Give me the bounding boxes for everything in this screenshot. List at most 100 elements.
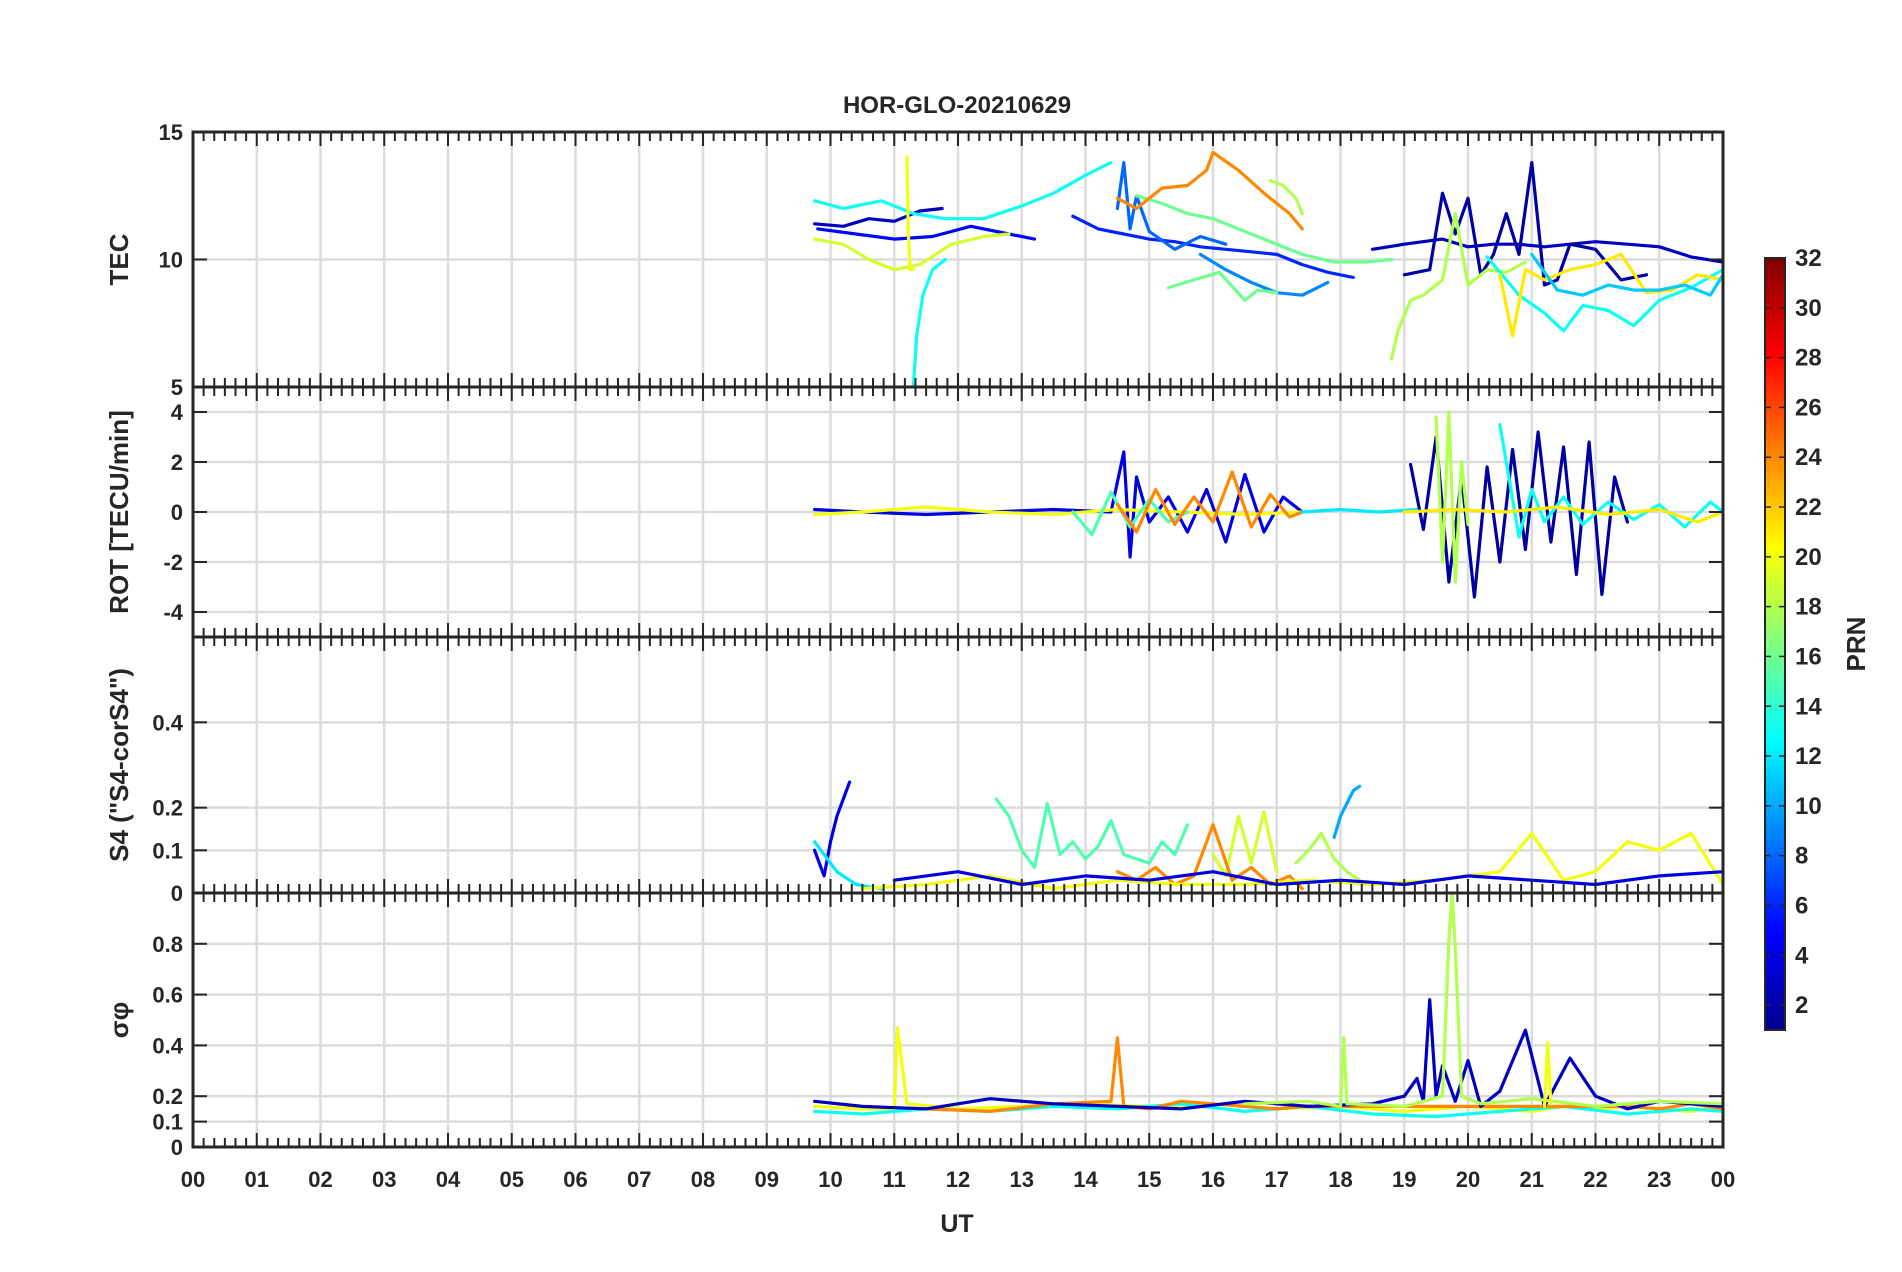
colorbar-tick-label: 22 — [1795, 494, 1822, 521]
tec-series-prn-19 — [812, 232, 1011, 272]
tec-series-prn-2 — [1402, 161, 1649, 287]
rot-y-tick-label: 4 — [171, 400, 184, 425]
x-tick-label: 22 — [1583, 1167, 1607, 1192]
tec-series-prn-16 — [1166, 270, 1279, 302]
x-tick-label: 16 — [1201, 1167, 1225, 1192]
colorbar-tick-label: 8 — [1795, 843, 1808, 870]
sigma_phi-y-tick-label: 0.4 — [152, 1033, 183, 1058]
sigma_phi-series-group — [812, 893, 1723, 1119]
colorbar-tick-label: 14 — [1795, 693, 1822, 720]
s4-series-prn-12 — [812, 840, 884, 891]
x-tick-label: 09 — [755, 1167, 779, 1192]
x-tick-label: 14 — [1073, 1167, 1098, 1192]
x-axis-label: UT — [940, 1210, 973, 1238]
sigma_phi-y-tick-label: 0.8 — [152, 932, 183, 957]
rot-series-prn-18 — [1434, 410, 1470, 584]
colorbar-gradient — [1765, 258, 1785, 1030]
x-tick-label: 07 — [627, 1167, 651, 1192]
tec-y-axis-label: TEC — [104, 233, 134, 285]
s4-series-prn-10 — [1332, 784, 1362, 840]
sigma_phi-series-prn-24 — [924, 1036, 1723, 1114]
x-tick-label: 08 — [691, 1167, 715, 1192]
x-tick-label: 21 — [1520, 1167, 1544, 1192]
tec-series-prn-13 — [911, 257, 947, 387]
rot-series-prn-21 — [1402, 505, 1723, 524]
sigma_phi-series-prn-20 — [1542, 1041, 1553, 1109]
rot-series-prn-20 — [812, 505, 1304, 517]
panel-rot: -4 -2 0 2 4 ROT [TECU/min] — [104, 385, 1725, 639]
colorbar-tick-label: 4 — [1795, 942, 1809, 969]
x-tick-label: 02 — [308, 1167, 332, 1192]
x-tick-label: 10 — [818, 1167, 842, 1192]
colorbar-tick-label: 2 — [1795, 992, 1808, 1019]
panel-s4: 0 0.1 0.2 0.4 S4 ("S4-corS4") — [104, 635, 1725, 906]
rot-y-tick-label: -4 — [163, 600, 183, 625]
s4-series-prn-18 — [1294, 831, 1362, 882]
tec-series-prn-18 — [1389, 212, 1528, 361]
tec-series-prn-13 — [812, 161, 1113, 221]
sigma_phi-y-tick-label: 0.1 — [152, 1110, 183, 1135]
tec-series-prn-13 — [1485, 255, 1723, 333]
tec-series-prn-24 — [1115, 150, 1304, 231]
tec-series-prn-20 — [905, 155, 916, 272]
rot-series-prn-12 — [1300, 507, 1419, 514]
chart-title: HOR-GLO-20210629 — [843, 92, 1071, 119]
panel-sigma_phi: 00.10.2 0.4 0.6 0.8 σφ — [104, 891, 1725, 1160]
colorbar-tick-label: 30 — [1795, 295, 1822, 322]
rot-y-tick-label: -2 — [163, 550, 183, 575]
panel-tec: 5 10 15 TEC — [104, 120, 1725, 400]
x-tick-label: 04 — [436, 1167, 461, 1192]
s4-y-tick-label: 0 — [171, 881, 183, 906]
sigma_phi-series-prn-18 — [1243, 893, 1723, 1109]
tec-y-tick-label: 15 — [159, 120, 183, 145]
rot-series-prn-15 — [1071, 490, 1190, 537]
sigma_phi-series-prn-3 — [812, 998, 1723, 1111]
x-tick-label: 11 — [883, 1167, 906, 1192]
x-tick-label: 03 — [372, 1167, 396, 1192]
tec-series-prn-18 — [1268, 178, 1304, 216]
x-tick-label: 20 — [1456, 1167, 1480, 1192]
rot-series-group — [812, 410, 1723, 599]
sigma_phi-y-tick-label: 0.6 — [152, 983, 183, 1008]
x-tick-label: 19 — [1392, 1167, 1416, 1192]
colorbar-tick-label: 18 — [1795, 594, 1822, 621]
rot-series-prn-24 — [1115, 470, 1304, 534]
x-tick-label: 00 — [1711, 1167, 1735, 1192]
rot-series-prn-2 — [1408, 430, 1630, 599]
colorbar-tick-label: 6 — [1795, 892, 1808, 919]
sigma_phi-y-tick-label: 0 — [171, 1135, 183, 1160]
colorbar-frame — [1764, 257, 1786, 1031]
tec-series-group — [812, 150, 1723, 387]
s4-series-prn-4 — [892, 870, 1723, 887]
tec-series-prn-3 — [1370, 237, 1723, 264]
sigma_phi-y-tick-label: 0.2 — [152, 1084, 183, 1109]
rot-y-axis-label: ROT [TECU/min] — [104, 410, 134, 614]
rot-y-tick-label: 0 — [171, 500, 183, 525]
x-tick-label: 01 — [245, 1167, 269, 1192]
s4-y-tick-label: 0.2 — [152, 796, 183, 821]
colorbar-tick-label: 28 — [1795, 345, 1822, 372]
tec-series-prn-11 — [1530, 252, 1723, 297]
colorbar-label: PRN — [1841, 617, 1871, 672]
tec-series-prn-9 — [1198, 252, 1330, 297]
s4-series-prn-4 — [812, 780, 852, 878]
s4-y-tick-label: 0.4 — [152, 710, 183, 735]
x-tick-label: 17 — [1265, 1167, 1289, 1192]
colorbar-tick-label: 26 — [1795, 394, 1822, 421]
sigma_phi-y-axis-label: σφ — [104, 1002, 134, 1038]
x-tick-label: 06 — [563, 1167, 587, 1192]
x-tick-label: 15 — [1137, 1167, 1161, 1192]
x-tick-label: 00 — [181, 1167, 205, 1192]
x-tick-label: 05 — [500, 1167, 524, 1192]
x-tick-label: 23 — [1647, 1167, 1671, 1192]
tec-series-prn-3 — [812, 206, 944, 228]
x-tick-label: 18 — [1328, 1167, 1352, 1192]
tec-series-prn-6 — [1071, 214, 1355, 279]
s4-series-prn-15 — [994, 797, 1190, 870]
rot-y-tick-label: 2 — [171, 450, 183, 475]
x-tick-label: 13 — [1010, 1167, 1034, 1192]
tec-y-tick-label: 10 — [159, 248, 183, 273]
